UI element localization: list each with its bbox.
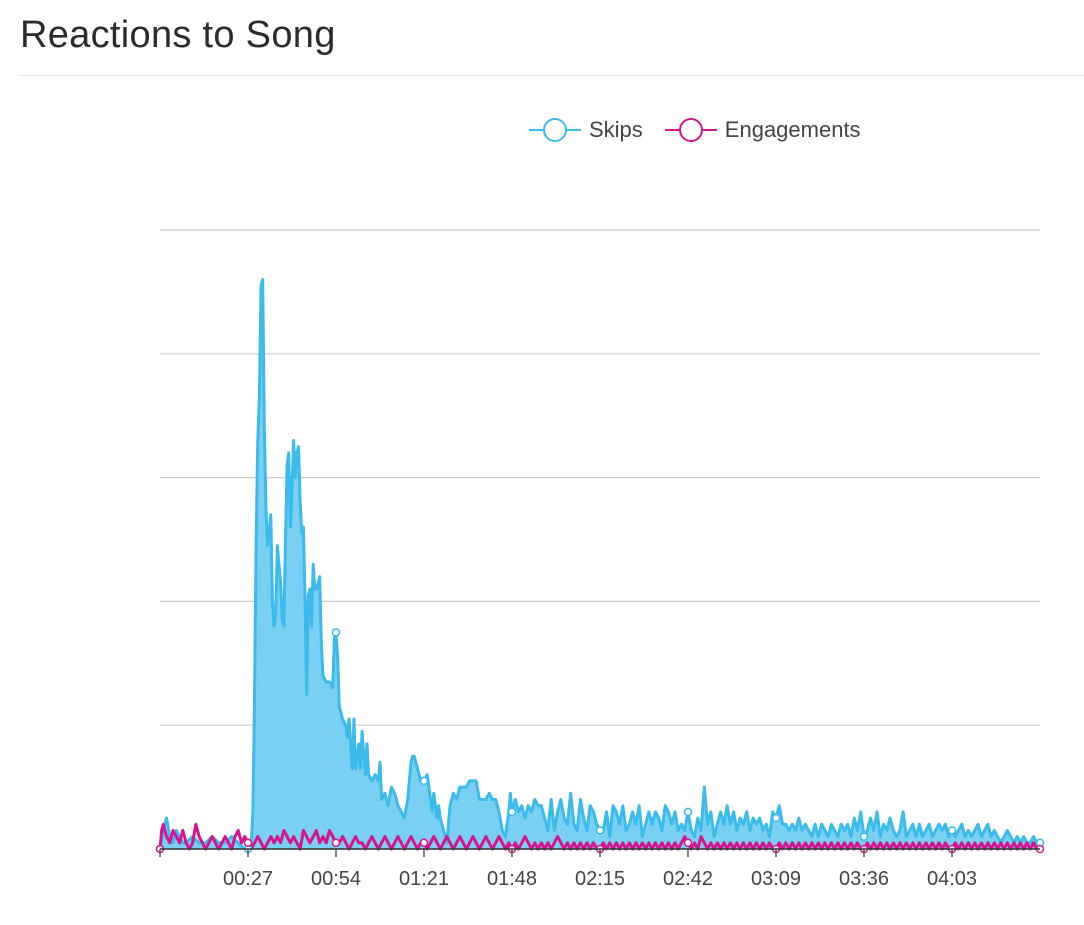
x-tick-label-5: 02:42 bbox=[663, 868, 713, 890]
legend-label-engagements: Engagements bbox=[724, 117, 861, 142]
legend-item-engagements[interactable]: Engagements bbox=[664, 116, 861, 144]
legend-item-skips[interactable]: Skips bbox=[529, 116, 643, 144]
x-tick-label-0: 00:27 bbox=[223, 868, 273, 890]
marker-engagements-162 bbox=[683, 838, 693, 848]
x-tick-label-4: 02:15 bbox=[575, 868, 625, 890]
marker-engagements-27 bbox=[243, 838, 253, 848]
marker-skips-162 bbox=[683, 807, 693, 817]
engagements-legend-circle bbox=[678, 118, 703, 142]
engagements-legend-marker-icon bbox=[664, 118, 717, 142]
x-tick-label-1: 00:54 bbox=[311, 868, 361, 890]
skips-legend-circle bbox=[543, 118, 567, 142]
legend-label-skips: Skips bbox=[589, 117, 643, 142]
marker-skips-108 bbox=[507, 807, 517, 817]
x-tick-label-7: 03:36 bbox=[839, 868, 889, 890]
marker-engagements-81 bbox=[419, 838, 429, 848]
marker-skips-216 bbox=[859, 832, 869, 841]
marker-skips-189 bbox=[771, 813, 781, 823]
series-area-skips bbox=[160, 279, 1040, 849]
marker-skips-135 bbox=[595, 826, 605, 835]
page-title: Reactions to Song bbox=[20, 14, 336, 56]
marker-engagements-54 bbox=[331, 838, 341, 848]
x-tick-label-6: 03:09 bbox=[751, 868, 801, 890]
x-tick-label-8: 04:03 bbox=[927, 868, 977, 890]
skips-legend-marker-icon bbox=[529, 118, 581, 142]
x-tick-label-2: 01:21 bbox=[399, 868, 449, 890]
x-tick-label-3: 01:48 bbox=[487, 868, 537, 890]
series-line-skips bbox=[158, 278, 1040, 851]
marker-skips-81 bbox=[419, 776, 429, 786]
marker-skips-243 bbox=[947, 826, 957, 835]
title-divider bbox=[20, 75, 1084, 76]
marker-skips-54 bbox=[331, 628, 341, 637]
chart-legend: Skips Engagements bbox=[529, 116, 861, 144]
